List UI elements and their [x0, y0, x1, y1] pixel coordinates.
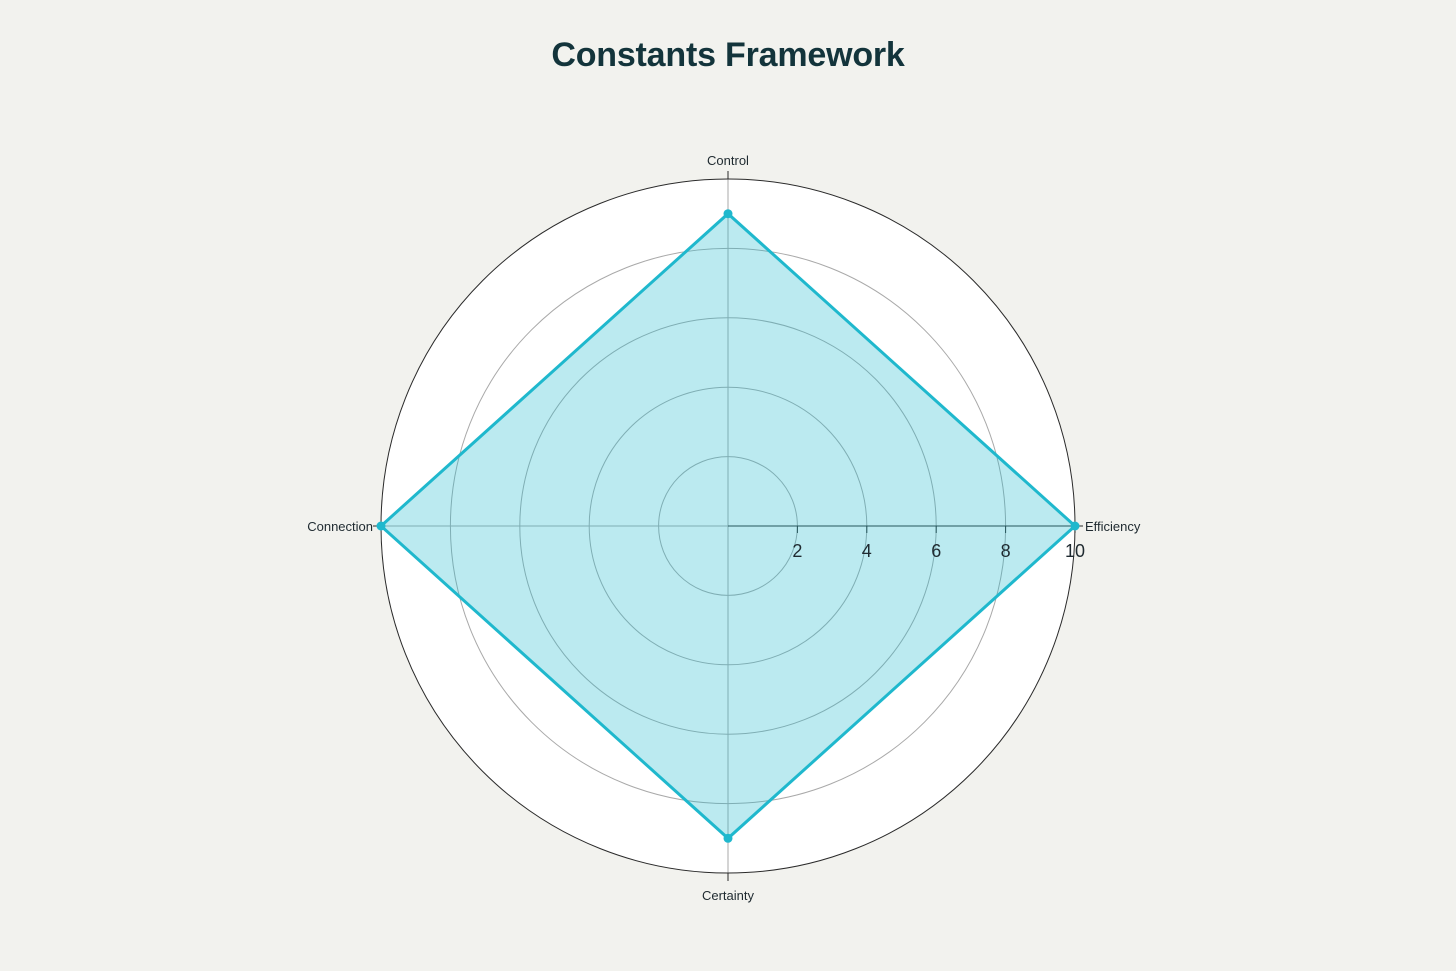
data-point-connection	[376, 521, 386, 531]
angular-axis-labels: Efficiency Control Connection Certainty	[307, 153, 1141, 903]
data-point-control	[723, 209, 733, 219]
radial-tick-label: 4	[862, 541, 872, 561]
data-point-certainty	[723, 833, 733, 843]
series-layer	[376, 209, 1080, 843]
radial-tick-labels: 2 4 6 8 10	[792, 541, 1085, 561]
grid-spokes	[381, 179, 729, 873]
axis-label-connection: Connection	[307, 519, 373, 534]
data-point-efficiency	[1070, 521, 1080, 531]
radial-tick-label: 8	[1001, 541, 1011, 561]
radial-tick-label: 2	[792, 541, 802, 561]
axis-label-efficiency: Efficiency	[1085, 519, 1141, 534]
axis-label-certainty: Certainty	[702, 888, 755, 903]
radial-tick-label: 10	[1065, 541, 1085, 561]
axis-label-control: Control	[707, 153, 749, 168]
radial-tick-label: 6	[931, 541, 941, 561]
chart-title: Constants Framework	[551, 36, 905, 74]
